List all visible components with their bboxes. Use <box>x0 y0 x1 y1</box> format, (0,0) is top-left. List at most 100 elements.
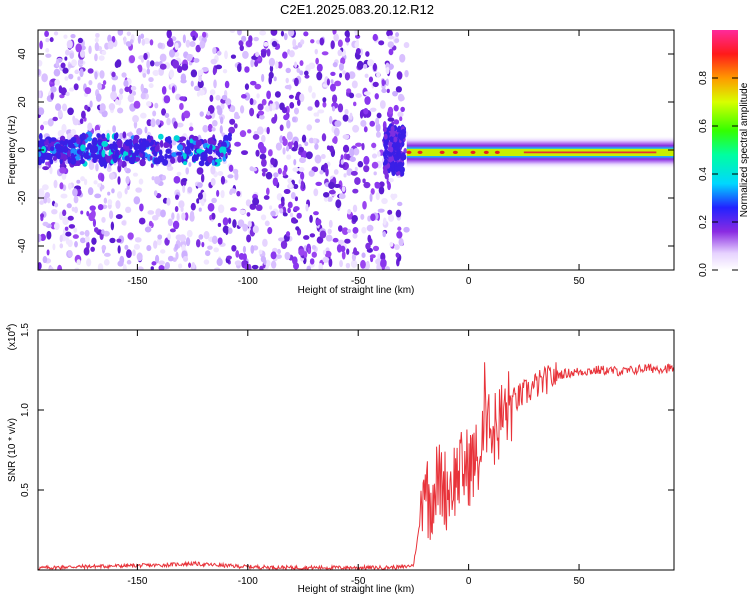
spectrogram-speckle-dot <box>397 201 403 207</box>
spectrogram-speckle-dot <box>266 90 272 100</box>
snr-x-tick-label: -150 <box>127 576 147 587</box>
spectrogram-band-dot <box>74 155 81 161</box>
spectrogram-speckle-dot <box>138 217 146 225</box>
spectrogram-edge-dot <box>393 136 398 143</box>
spectrogram-band-dot <box>139 159 146 167</box>
spectrogram-speckle-dot <box>304 141 309 147</box>
spectrogram-speckle-dot <box>230 105 236 113</box>
spectrogram-speckle-dot <box>292 167 299 173</box>
spectrogram-band-dot <box>164 142 170 148</box>
spectrogram-speckle-dot <box>101 50 107 56</box>
spectrogram-speckle-dot <box>280 240 288 250</box>
spectrogram-speckle-dot <box>284 84 292 90</box>
spectrogram-speckle-dot <box>288 181 293 189</box>
spectrogram-speckle-dot <box>161 175 167 181</box>
spectrogram-speckle-dot <box>322 256 330 263</box>
spectrogram-speckle-dot <box>38 90 42 99</box>
spectrogram-speckle-dot <box>115 200 121 209</box>
spectrogram-speckle-dot <box>119 88 124 95</box>
spectrogram-speckle-dot <box>319 230 327 239</box>
spectrogram-speckle-dot <box>79 59 84 65</box>
spectrogram-speckle-dot <box>238 253 245 260</box>
spectrogram-speckle-dot <box>149 60 155 67</box>
spectrogram-speckle-dot <box>396 230 403 239</box>
spectrogram-speckle-dot <box>148 77 154 83</box>
spectrogram-speckle-dot <box>211 127 216 132</box>
spectrogram-speckle-dot <box>270 260 277 269</box>
spectrogram-speckle-dot <box>157 234 163 240</box>
spectrogram-speckle-dot <box>166 117 171 126</box>
spectrogram-speckle-dot <box>176 212 180 222</box>
spectrogram-speckle-dot <box>342 70 346 75</box>
spectrogram-band-dot <box>177 155 182 163</box>
spectrogram-speckle-dot <box>267 227 273 235</box>
spectrogram-speckle-dot <box>224 80 230 89</box>
spectrogram-band-dot <box>70 152 75 159</box>
spectrogram-speckle-dot <box>68 224 76 229</box>
spectrogram-speckle-dot <box>154 61 161 67</box>
spectrogram-speckle-dot <box>337 49 343 57</box>
spectrogram-speckle-dot <box>367 59 375 67</box>
spectrogram-speckle-dot <box>62 216 69 226</box>
spectrogram-speckle-dot <box>361 142 365 151</box>
spectrogram-band-dot <box>158 133 164 140</box>
spectrogram-band-dot <box>131 152 137 158</box>
spectrogram-speckle-dot <box>101 110 108 118</box>
spectrogram-speckle-dot <box>171 212 175 220</box>
spectrogram-speckle-dot <box>175 194 180 200</box>
spectrogram-speckle-dot <box>175 251 179 260</box>
spectrogram-speckle-dot <box>336 244 342 253</box>
spectrogram-speckle-dot <box>130 85 137 91</box>
spectrogram-speckle-dot <box>59 182 64 190</box>
spectrogram-speckle-dot <box>209 89 216 96</box>
spectrogram-speckle-dot <box>57 129 65 137</box>
spectrogram-speckle-dot <box>261 98 267 106</box>
spectrogram-speckle-dot <box>341 250 346 260</box>
spectrogram-speckle-dot <box>188 126 194 132</box>
spectrogram-speckle-dot <box>237 219 245 227</box>
spectrogram-speckle-dot <box>45 38 50 43</box>
spectrogram-speckle-dot <box>207 123 213 133</box>
spectrogram-edge-dot <box>384 169 389 176</box>
spectrogram-speckle-dot <box>207 202 215 212</box>
spectrogram-speckle-dot <box>349 112 353 121</box>
spectrogram-band-dot <box>222 146 227 155</box>
spectrogram-speckle-dot <box>378 186 385 195</box>
spectrogram-edge-dot <box>392 141 397 148</box>
spectrogram-speckle-dot <box>255 204 263 212</box>
spectrogram-speckle-dot <box>313 112 318 117</box>
spectrogram-speckle-dot <box>291 116 296 123</box>
spectrogram-speckle-dot <box>214 267 221 270</box>
spectrogram-speckle-dot <box>53 68 61 77</box>
spectrogram-speckle-dot <box>38 233 42 243</box>
spectrogram-band-dot <box>209 144 213 150</box>
spectrogram-speckle-dot <box>327 228 332 235</box>
spectrogram-y-label: Frequency (Hz) <box>7 116 18 185</box>
spectrogram-speckle-dot <box>338 62 344 71</box>
spectrogram-speckle-dot <box>293 159 297 166</box>
spectrogram-speckle-dot <box>309 258 315 265</box>
spectrogram-x-tick-label: 0 <box>466 276 472 287</box>
spectrogram-speckle-dot <box>341 186 346 192</box>
spectrogram-speckle-dot <box>285 231 291 237</box>
spectrogram-speckle-dot <box>137 266 144 270</box>
spectrogram-speckle-dot <box>398 238 404 247</box>
spectrogram-band-dot <box>86 136 93 142</box>
spectrogram-speckle-dot <box>395 32 400 37</box>
snr-x-tick-label: -100 <box>238 576 258 587</box>
spectrogram-speckle-dot <box>101 216 106 223</box>
spectrogram-speckle-dot <box>189 122 193 127</box>
spectrogram-band-dot <box>159 139 164 148</box>
spectrogram-speckle-dot <box>164 112 170 119</box>
spectrogram-speckle-dot <box>107 34 112 43</box>
spectrogram-speckle-dot <box>322 97 327 103</box>
spectrogram-speckle-dot <box>403 41 410 49</box>
spectrogram-speckle-dot <box>298 166 305 172</box>
spectrogram-speckle-dot <box>313 137 317 144</box>
spectrogram-speckle-dot <box>201 241 205 248</box>
spectrogram-speckle-dot <box>203 259 210 265</box>
spectrogram-speckle-dot <box>70 33 76 39</box>
spectrogram-speckle-dot <box>149 39 154 46</box>
spectrogram-speckle-dot <box>213 79 217 89</box>
spectrogram-speckle-dot <box>315 57 319 65</box>
